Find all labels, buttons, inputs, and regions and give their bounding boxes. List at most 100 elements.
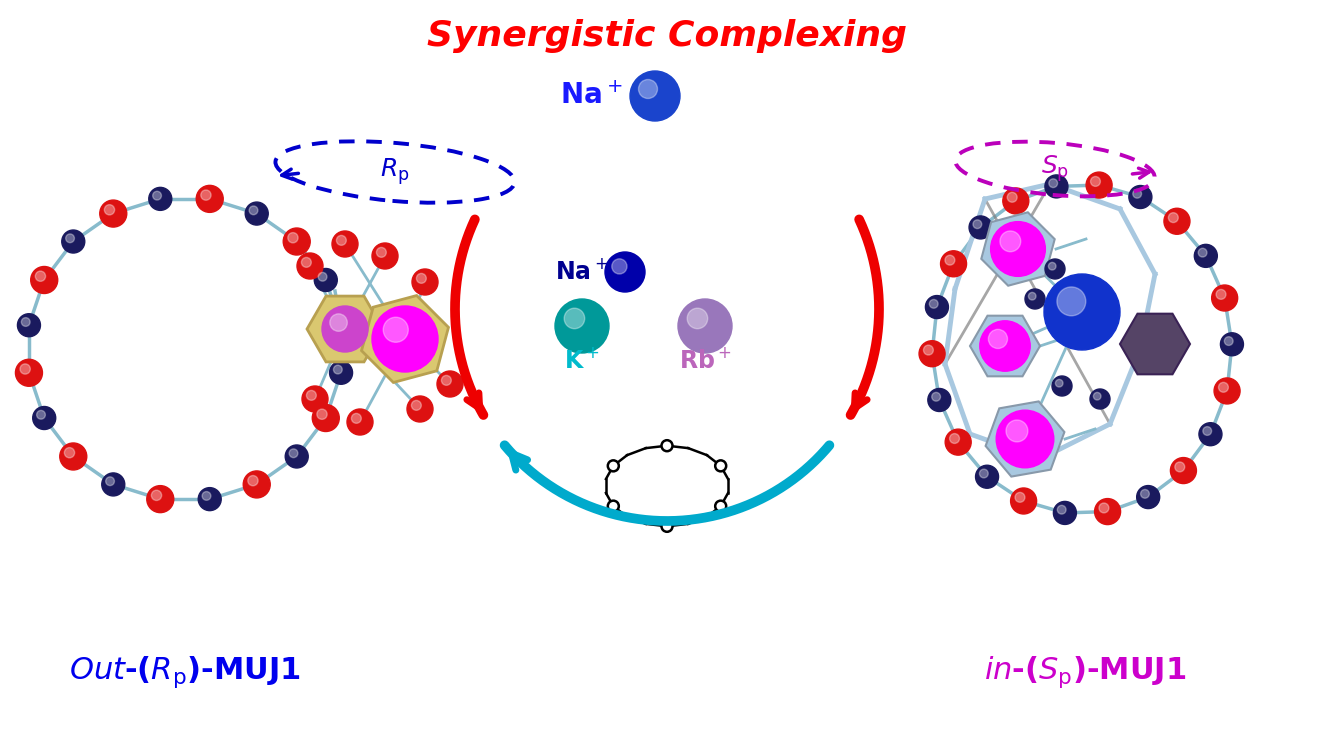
Polygon shape — [1120, 314, 1190, 374]
Circle shape — [918, 341, 945, 366]
Circle shape — [1194, 244, 1217, 268]
Circle shape — [20, 364, 31, 374]
Circle shape — [1002, 188, 1029, 214]
Circle shape — [1202, 427, 1212, 435]
Circle shape — [1086, 172, 1112, 198]
Circle shape — [147, 486, 173, 513]
Circle shape — [1133, 189, 1141, 198]
Circle shape — [412, 400, 421, 410]
Circle shape — [100, 200, 127, 227]
Circle shape — [412, 269, 439, 295]
Circle shape — [1214, 378, 1240, 404]
Circle shape — [932, 392, 941, 401]
Circle shape — [288, 233, 299, 243]
Circle shape — [1129, 185, 1152, 209]
Circle shape — [1141, 489, 1149, 498]
Circle shape — [149, 188, 172, 210]
Polygon shape — [970, 316, 1040, 376]
Circle shape — [199, 488, 221, 510]
Circle shape — [1010, 488, 1037, 514]
Circle shape — [383, 317, 408, 342]
Circle shape — [661, 440, 673, 451]
Circle shape — [605, 252, 645, 292]
Circle shape — [990, 222, 1045, 277]
Circle shape — [564, 308, 585, 329]
Circle shape — [1094, 498, 1121, 525]
Circle shape — [1056, 379, 1062, 387]
Circle shape — [203, 492, 211, 500]
Circle shape — [332, 231, 359, 257]
Circle shape — [31, 266, 57, 293]
Circle shape — [64, 448, 75, 458]
Circle shape — [153, 192, 161, 200]
Circle shape — [612, 259, 627, 274]
Circle shape — [1057, 505, 1066, 514]
Circle shape — [608, 461, 619, 471]
Circle shape — [949, 434, 960, 443]
Circle shape — [36, 410, 45, 419]
Circle shape — [1221, 333, 1244, 356]
Circle shape — [925, 296, 948, 318]
Circle shape — [152, 490, 161, 501]
Circle shape — [289, 449, 297, 458]
Circle shape — [1048, 262, 1056, 270]
Circle shape — [196, 185, 223, 213]
Circle shape — [35, 271, 45, 281]
Circle shape — [328, 311, 355, 339]
Circle shape — [973, 220, 981, 228]
Circle shape — [1045, 175, 1068, 198]
Circle shape — [65, 234, 75, 243]
Circle shape — [555, 299, 609, 353]
Circle shape — [1137, 486, 1160, 508]
Text: $\mathit{Out}$-($R_\mathrm{p}$)-MUJ1: $\mathit{Out}$-($R_\mathrm{p}$)-MUJ1 — [69, 654, 301, 690]
Circle shape — [407, 396, 433, 422]
Circle shape — [416, 274, 427, 284]
Circle shape — [352, 413, 361, 423]
Text: Rb$^+$: Rb$^+$ — [678, 348, 732, 373]
Circle shape — [1028, 293, 1036, 300]
Circle shape — [1025, 289, 1045, 309]
Circle shape — [661, 521, 673, 532]
Circle shape — [1212, 285, 1237, 311]
Circle shape — [283, 228, 311, 255]
Circle shape — [248, 476, 259, 486]
Circle shape — [21, 317, 31, 326]
Circle shape — [101, 473, 125, 496]
Circle shape — [996, 410, 1054, 467]
Circle shape — [1044, 274, 1120, 350]
Circle shape — [1216, 290, 1226, 299]
Circle shape — [312, 404, 340, 431]
Circle shape — [631, 71, 680, 121]
Circle shape — [332, 317, 343, 326]
Circle shape — [104, 204, 115, 215]
Circle shape — [105, 477, 115, 486]
Circle shape — [33, 406, 56, 430]
Circle shape — [315, 268, 337, 292]
Circle shape — [1218, 382, 1229, 392]
Text: Na$^+$: Na$^+$ — [555, 259, 608, 284]
Circle shape — [945, 429, 972, 455]
Circle shape — [1008, 192, 1017, 202]
Circle shape — [243, 471, 271, 498]
Circle shape — [323, 306, 368, 352]
Polygon shape — [985, 401, 1064, 477]
Circle shape — [716, 461, 726, 471]
Circle shape — [441, 375, 452, 385]
Text: $\mathit{S}_\mathrm{p}$: $\mathit{S}_\mathrm{p}$ — [1041, 154, 1069, 184]
Circle shape — [317, 409, 327, 419]
Text: Na$^+$: Na$^+$ — [560, 82, 623, 110]
Circle shape — [1093, 392, 1101, 400]
Circle shape — [1045, 259, 1065, 279]
Circle shape — [285, 445, 308, 468]
Circle shape — [1000, 231, 1021, 252]
Polygon shape — [307, 296, 383, 362]
Circle shape — [249, 206, 257, 215]
Circle shape — [372, 243, 399, 269]
Circle shape — [608, 501, 619, 512]
Text: $\mathit{in}$-($S_\mathrm{p}$)-MUJ1: $\mathit{in}$-($S_\mathrm{p}$)-MUJ1 — [984, 654, 1186, 690]
Circle shape — [1049, 179, 1057, 188]
Circle shape — [329, 361, 352, 385]
Circle shape — [303, 386, 328, 412]
Circle shape — [301, 257, 312, 268]
Circle shape — [1224, 337, 1233, 345]
